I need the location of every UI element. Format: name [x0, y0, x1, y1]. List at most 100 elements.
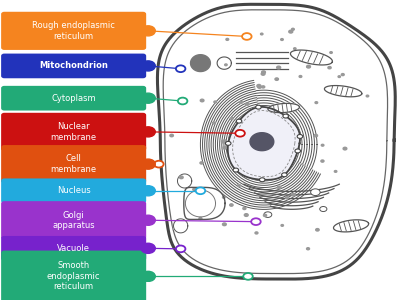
- Circle shape: [238, 184, 240, 187]
- Circle shape: [343, 147, 347, 150]
- FancyBboxPatch shape: [1, 236, 146, 261]
- Circle shape: [289, 30, 293, 33]
- FancyBboxPatch shape: [1, 12, 146, 50]
- Text: Cell
membrane: Cell membrane: [50, 154, 97, 174]
- Text: Nuclear
membrane: Nuclear membrane: [50, 122, 97, 142]
- Circle shape: [338, 76, 340, 77]
- Circle shape: [262, 71, 266, 74]
- Circle shape: [141, 271, 155, 281]
- Circle shape: [328, 67, 331, 69]
- Text: Nucleus: Nucleus: [57, 186, 90, 195]
- Circle shape: [180, 176, 183, 179]
- Circle shape: [366, 95, 369, 97]
- Circle shape: [294, 48, 296, 50]
- Circle shape: [236, 119, 242, 123]
- Circle shape: [141, 215, 155, 225]
- Circle shape: [341, 74, 344, 76]
- Circle shape: [141, 127, 155, 137]
- Circle shape: [196, 188, 205, 194]
- Circle shape: [141, 93, 155, 103]
- FancyBboxPatch shape: [1, 113, 146, 151]
- Circle shape: [176, 65, 186, 72]
- Polygon shape: [250, 133, 274, 151]
- Circle shape: [281, 39, 283, 41]
- Polygon shape: [190, 55, 210, 71]
- Circle shape: [222, 140, 225, 143]
- Circle shape: [246, 103, 249, 105]
- Text: Vacuole: Vacuole: [57, 244, 90, 253]
- Circle shape: [295, 149, 300, 153]
- Circle shape: [240, 101, 242, 103]
- Text: Mitochondrion: Mitochondrion: [39, 61, 108, 70]
- Circle shape: [279, 113, 282, 116]
- Circle shape: [279, 140, 281, 142]
- Circle shape: [275, 78, 278, 80]
- Circle shape: [297, 134, 303, 138]
- Circle shape: [199, 218, 202, 220]
- Polygon shape: [324, 85, 362, 97]
- Circle shape: [321, 160, 324, 162]
- Circle shape: [255, 117, 257, 119]
- Circle shape: [292, 194, 295, 196]
- Polygon shape: [228, 107, 300, 180]
- Circle shape: [283, 114, 288, 118]
- Circle shape: [254, 150, 256, 152]
- Polygon shape: [334, 220, 368, 232]
- Circle shape: [307, 65, 310, 68]
- Circle shape: [230, 204, 233, 206]
- Circle shape: [141, 26, 155, 36]
- Polygon shape: [290, 50, 332, 65]
- Circle shape: [255, 116, 258, 118]
- Circle shape: [251, 218, 261, 225]
- Text: Rough endoplasmic
reticulum: Rough endoplasmic reticulum: [32, 21, 115, 40]
- Circle shape: [178, 98, 187, 104]
- Circle shape: [281, 225, 284, 226]
- Circle shape: [316, 229, 319, 231]
- Circle shape: [243, 207, 246, 209]
- Text: Cytoplasm: Cytoplasm: [51, 94, 96, 103]
- Circle shape: [262, 86, 265, 88]
- Circle shape: [261, 73, 265, 75]
- FancyBboxPatch shape: [1, 178, 146, 203]
- Circle shape: [222, 196, 225, 198]
- Polygon shape: [217, 57, 231, 69]
- Circle shape: [264, 212, 272, 218]
- Circle shape: [214, 101, 216, 103]
- Circle shape: [292, 28, 294, 30]
- FancyBboxPatch shape: [1, 201, 146, 239]
- Circle shape: [256, 105, 261, 109]
- FancyBboxPatch shape: [1, 145, 146, 183]
- Circle shape: [330, 52, 332, 53]
- Text: Golgi
apparatus: Golgi apparatus: [52, 211, 95, 230]
- Circle shape: [321, 144, 324, 146]
- Circle shape: [242, 33, 252, 40]
- Circle shape: [299, 76, 302, 77]
- Circle shape: [315, 102, 318, 103]
- Circle shape: [244, 146, 246, 148]
- Circle shape: [244, 214, 248, 216]
- Circle shape: [286, 196, 288, 199]
- Circle shape: [253, 220, 256, 222]
- Polygon shape: [158, 4, 395, 279]
- Circle shape: [334, 170, 337, 172]
- Circle shape: [226, 141, 231, 145]
- Circle shape: [176, 245, 186, 252]
- Text: Smooth
endoplasmic
reticulum: Smooth endoplasmic reticulum: [47, 262, 100, 291]
- Circle shape: [200, 162, 203, 164]
- Circle shape: [320, 206, 327, 211]
- Circle shape: [277, 66, 281, 69]
- FancyBboxPatch shape: [1, 250, 146, 300]
- Circle shape: [230, 118, 233, 119]
- Polygon shape: [268, 103, 300, 112]
- Circle shape: [260, 178, 265, 182]
- Circle shape: [282, 173, 287, 177]
- Circle shape: [225, 64, 227, 66]
- Circle shape: [200, 99, 204, 102]
- Circle shape: [226, 38, 229, 40]
- Circle shape: [170, 134, 173, 137]
- Polygon shape: [178, 174, 192, 188]
- Circle shape: [223, 146, 227, 149]
- Circle shape: [258, 85, 261, 88]
- Circle shape: [311, 189, 320, 196]
- Circle shape: [141, 243, 155, 254]
